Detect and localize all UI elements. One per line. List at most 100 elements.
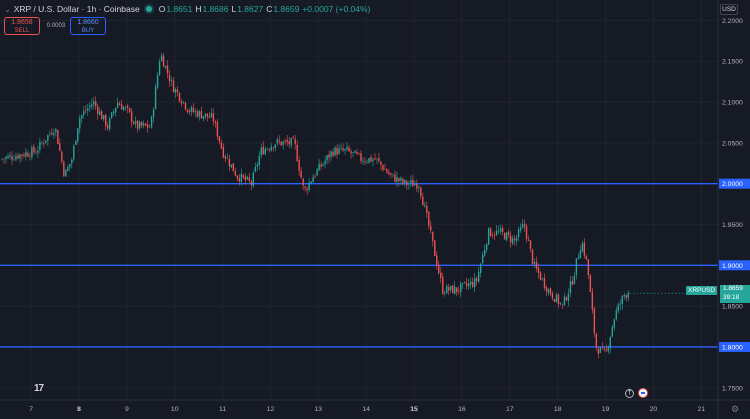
candle-body xyxy=(609,337,611,349)
chart-grid xyxy=(0,0,718,400)
candle-body xyxy=(322,163,324,166)
dividend-event-icon[interactable]: † xyxy=(625,389,634,398)
candle-body xyxy=(160,55,163,62)
candle-body xyxy=(495,230,498,235)
candle-body xyxy=(368,158,370,163)
ohlc-close-value: 1.8659 xyxy=(273,4,300,14)
collapse-chevron-icon[interactable]: ⌄ xyxy=(4,4,11,14)
candle-body xyxy=(404,179,406,183)
candle-body xyxy=(627,293,629,299)
candle-body xyxy=(483,249,486,256)
candle-body xyxy=(454,286,456,294)
candle-body xyxy=(410,180,412,183)
candle-body xyxy=(25,152,27,157)
time-tick-label: 19 xyxy=(602,406,610,413)
candle-body xyxy=(603,348,606,350)
bar-countdown: 39:18 xyxy=(723,293,740,301)
symbol-legend: ⌄ XRP / U.S. Dollar · 1h · Coinbase O 1.8… xyxy=(4,4,370,14)
candle-body xyxy=(130,111,133,122)
candle-body xyxy=(65,169,67,177)
time-axis[interactable]: 7 8 9 10 11 12 13 14 15 16 17 18 19 20 21 xyxy=(0,399,750,413)
ohlc-open-key: O xyxy=(158,4,166,14)
candle-body xyxy=(380,161,382,165)
candle-body xyxy=(274,144,276,149)
candle-body xyxy=(200,111,203,119)
candle-body xyxy=(69,163,71,168)
candle-body xyxy=(49,133,51,135)
candle-body xyxy=(547,289,550,293)
candle-body xyxy=(81,114,83,119)
candle-body xyxy=(446,285,448,294)
candle-body xyxy=(47,134,49,141)
candle-body xyxy=(280,141,282,146)
candle-body xyxy=(440,272,442,278)
candle-body xyxy=(302,178,304,186)
candle-body xyxy=(168,74,171,82)
candle-body xyxy=(55,129,57,132)
sell-price: 1.8658 xyxy=(11,19,33,26)
candle-body xyxy=(531,249,534,264)
candle-body xyxy=(232,163,235,172)
candle-body xyxy=(523,223,526,227)
price-tick-label: 1.8500 xyxy=(722,304,743,311)
candle-body xyxy=(573,275,576,284)
candle-body xyxy=(264,148,266,155)
candle-body xyxy=(240,173,243,182)
candle-body xyxy=(316,169,318,176)
candle-body xyxy=(481,254,484,264)
ohlc-low-key: L xyxy=(231,4,237,14)
candle-body xyxy=(120,104,123,110)
candle-body xyxy=(549,288,552,295)
candle-body xyxy=(553,298,556,302)
symbol-title[interactable]: XRP / U.S. Dollar · 1h · Coinbase xyxy=(13,4,140,14)
candle-body xyxy=(469,281,472,285)
candle-body xyxy=(428,212,430,226)
candle-body xyxy=(75,140,77,145)
candle-body xyxy=(424,205,426,207)
candle-body xyxy=(206,113,209,118)
candle-body xyxy=(116,102,119,108)
us-flag-event-icon[interactable] xyxy=(638,388,648,398)
ohlc-close-key: C xyxy=(266,4,273,14)
sell-button[interactable]: 1.8658 SELL xyxy=(4,17,40,35)
candle-body xyxy=(615,310,617,320)
candle-body xyxy=(436,255,438,266)
time-tick-label: 13 xyxy=(315,406,323,413)
candle-body xyxy=(336,147,338,155)
horizontal-levels[interactable] xyxy=(0,183,718,348)
ohlc-open-value: 1.8651 xyxy=(166,4,193,14)
buy-button[interactable]: 1.8660 BUY xyxy=(70,17,106,35)
candle-body xyxy=(535,261,538,269)
candle-body xyxy=(529,240,532,249)
currency-button[interactable]: USD xyxy=(720,4,738,15)
candle-body xyxy=(475,278,478,281)
price-tick-label: 1.7500 xyxy=(722,385,743,392)
candle-body xyxy=(107,125,109,129)
candle-body xyxy=(208,116,211,118)
candle-body xyxy=(270,146,272,151)
candle-body xyxy=(118,103,121,106)
candle-body xyxy=(422,196,424,206)
candle-body xyxy=(83,111,85,115)
candle-body xyxy=(438,264,440,274)
candle-body xyxy=(406,181,408,186)
candle-body xyxy=(328,154,330,158)
time-tick-label: 8 xyxy=(77,406,81,413)
time-tick-label: 17 xyxy=(506,406,514,413)
candle-body xyxy=(551,293,554,299)
gear-icon[interactable]: ⚙ xyxy=(731,404,740,414)
candle-body xyxy=(370,156,372,162)
price-axis[interactable]: 2.2000 2.1500 2.1000 2.0500 2.0000 1.9500 1.90… xyxy=(717,0,750,419)
candle-body xyxy=(11,156,13,160)
candle-body xyxy=(61,151,63,162)
candle-body xyxy=(150,116,153,128)
candle-body xyxy=(416,183,418,189)
candle-body xyxy=(563,296,566,305)
candle-body xyxy=(1,158,3,160)
candle-body xyxy=(226,157,229,159)
tradingview-logo-icon[interactable]: 17 xyxy=(34,383,44,394)
candle-body xyxy=(450,285,452,290)
candle-body xyxy=(222,146,225,158)
candle-body xyxy=(613,319,615,328)
